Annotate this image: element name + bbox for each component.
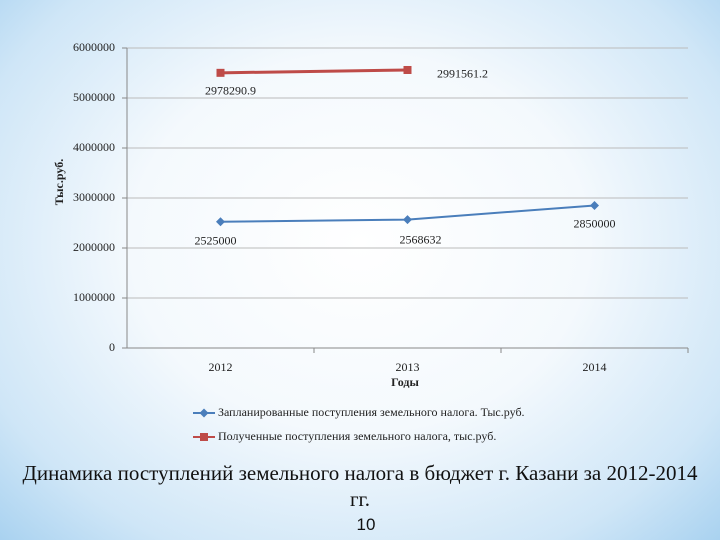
x-tick-label: 2012 (209, 360, 233, 374)
marker (200, 433, 208, 441)
legend-label: Запланированные поступления земельного н… (218, 405, 525, 419)
y-tick-label: 4000000 (73, 140, 115, 154)
chart: Годы Тыс.руб. 0 1000000 2000000 3000000 4000… (52, 40, 689, 443)
x-tick-label: 2014 (583, 360, 607, 374)
data-label: 2991561.2 (437, 67, 488, 81)
page-number: 10 (356, 515, 376, 534)
y-tick-label: 0 (109, 340, 115, 354)
data-label: 2525000 (195, 234, 237, 248)
y-tick-label: 1000000 (73, 290, 115, 304)
y-tick-label: 2000000 (73, 240, 115, 254)
data-label: 2568632 (400, 232, 442, 246)
marker (216, 68, 225, 77)
y-axis-title: Тыс.руб. (52, 159, 66, 205)
marker (403, 215, 412, 225)
y-tick-label: 5000000 (73, 90, 115, 104)
caption: Динамика поступлений земельного налога в… (22, 461, 698, 511)
y-tick-label: 6000000 (73, 40, 115, 54)
data-label: 2850000 (574, 216, 616, 230)
x-axis-title: Годы (391, 375, 419, 389)
legend-label: Полученные поступления земельного налога… (218, 429, 496, 443)
marker (403, 65, 412, 74)
series-line (220, 68, 408, 75)
data-label: 2978290.9 (205, 84, 256, 98)
marker (199, 408, 209, 418)
marker (216, 217, 225, 227)
marker (590, 201, 599, 210)
x-tick-label: 2013 (396, 360, 420, 374)
y-tick-label: 3000000 (73, 190, 115, 204)
